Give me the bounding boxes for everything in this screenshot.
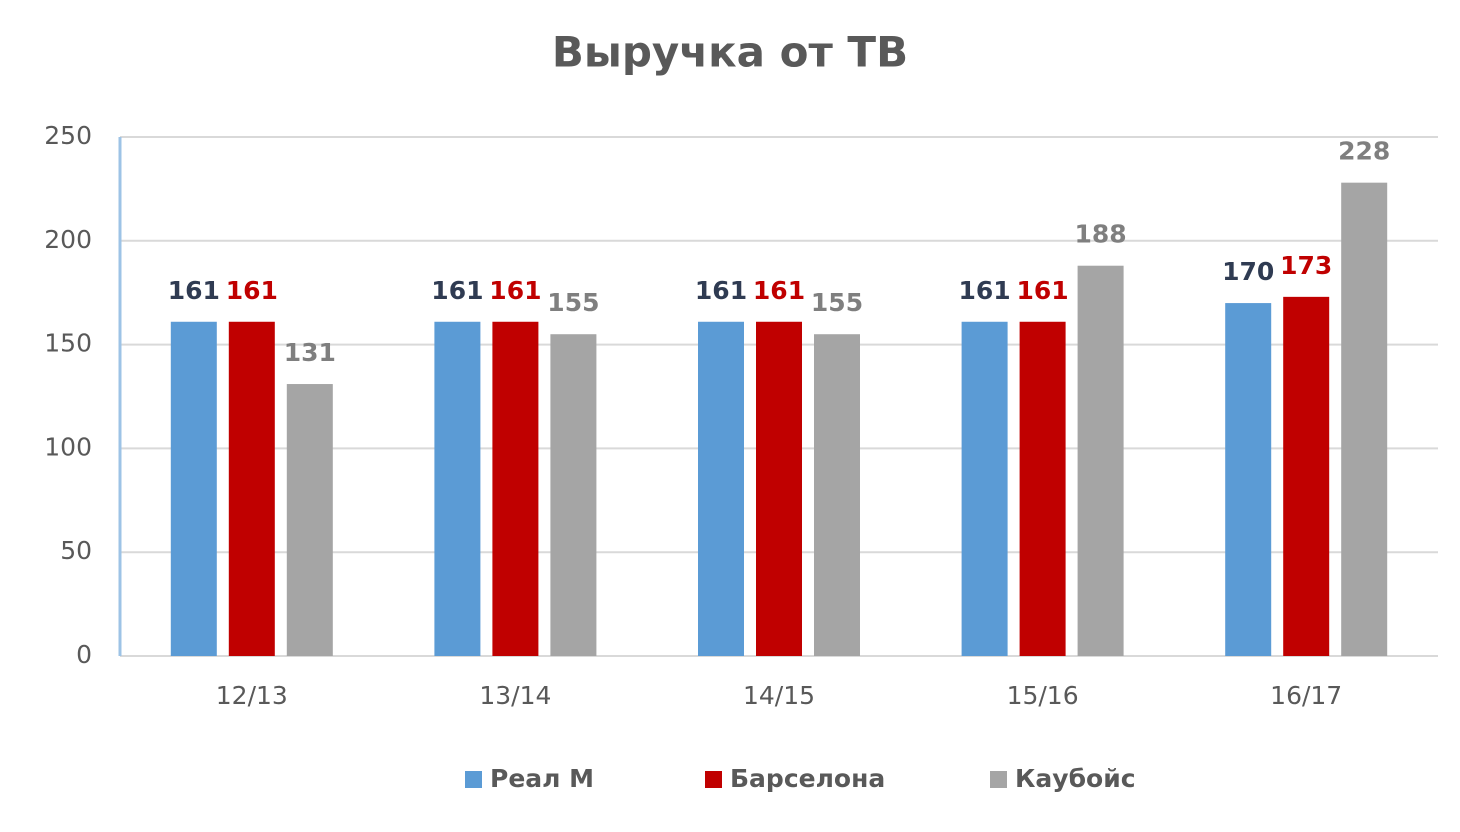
data-label: 173 — [1280, 251, 1332, 280]
data-label: 161 — [489, 276, 541, 305]
y-tick-label: 150 — [44, 329, 92, 358]
legend-swatch — [465, 771, 482, 788]
bar — [698, 321, 744, 656]
data-label: 155 — [811, 288, 863, 317]
bar — [1225, 303, 1272, 656]
legend-label: Барселона — [730, 764, 885, 793]
chart-title: Выручка от ТВ — [552, 28, 908, 77]
data-label: 161 — [753, 276, 805, 305]
y-tick-label: 0 — [76, 640, 92, 669]
bar — [492, 321, 539, 656]
data-label: 161 — [431, 276, 483, 305]
y-tick-label: 50 — [60, 536, 92, 565]
bar — [286, 384, 333, 656]
x-tick-label: 12/13 — [216, 681, 288, 710]
data-label: 161 — [226, 276, 278, 305]
data-label: 228 — [1338, 137, 1390, 166]
x-tick-label: 13/14 — [479, 681, 551, 710]
data-label: 188 — [1075, 220, 1127, 249]
bar — [961, 321, 1008, 656]
bar — [550, 334, 597, 656]
legend-swatch — [705, 771, 722, 788]
bar — [756, 321, 802, 656]
bar — [814, 334, 860, 656]
legend-label: Каубойс — [1015, 764, 1136, 793]
bar — [434, 321, 481, 656]
x-tick-label: 14/15 — [743, 681, 815, 710]
bar — [1077, 265, 1124, 656]
data-label: 161 — [695, 276, 747, 305]
bar — [170, 321, 217, 656]
data-label: 155 — [547, 288, 599, 317]
bar — [228, 321, 275, 656]
data-label: 161 — [168, 276, 220, 305]
data-label: 161 — [959, 276, 1011, 305]
data-label: 131 — [284, 338, 336, 367]
y-tick-label: 200 — [44, 225, 92, 254]
legend-label: Реал М — [490, 764, 594, 793]
y-tick-label: 100 — [44, 432, 92, 461]
bar — [1341, 182, 1388, 656]
bar — [1283, 296, 1330, 656]
x-tick-label: 16/17 — [1270, 681, 1342, 710]
y-tick-label: 250 — [44, 121, 92, 150]
bar — [1019, 321, 1066, 656]
x-tick-label: 15/16 — [1007, 681, 1079, 710]
data-label: 170 — [1222, 257, 1274, 286]
legend-swatch — [990, 771, 1007, 788]
data-label: 161 — [1017, 276, 1069, 305]
